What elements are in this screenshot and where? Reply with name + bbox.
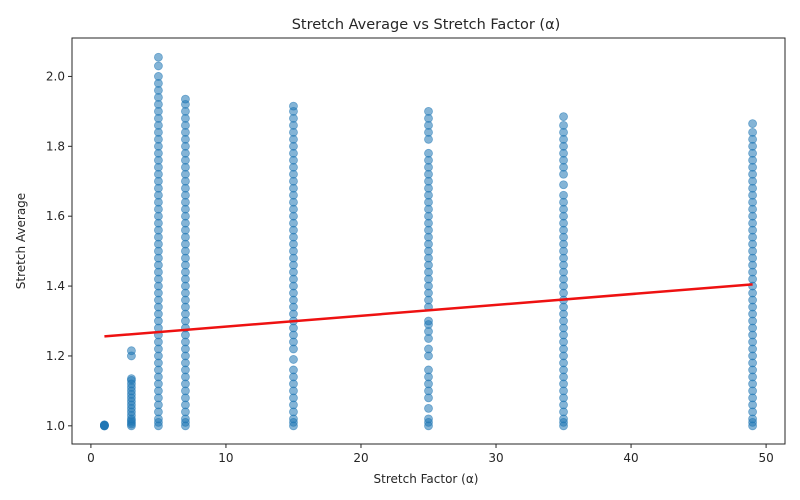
scatter-point	[127, 374, 136, 384]
scatter-point	[127, 346, 136, 356]
scatter-point	[289, 355, 298, 364]
scatter-point	[559, 112, 568, 122]
scatter-point	[424, 344, 433, 354]
scatter-point	[289, 365, 298, 375]
x-tick-label: 50	[758, 451, 773, 465]
scatter-point	[154, 72, 163, 81]
scatter-point	[100, 420, 109, 430]
scatter-point	[424, 316, 433, 326]
scatter-point	[559, 180, 568, 190]
x-axis-title: Stretch Factor (α)	[374, 472, 479, 486]
scatter-point	[424, 403, 433, 413]
y-axis: 1.0 1.2 1.4 1.6 1.8 2.0	[46, 69, 72, 433]
y-axis-title: Stretch Average	[14, 193, 28, 289]
x-tick-label: 40	[623, 451, 638, 465]
x-tick-label: 0	[87, 451, 95, 465]
plot-area-frame	[71, 37, 786, 445]
y-tick-label: 1.8	[46, 139, 65, 153]
scatter-point	[559, 190, 568, 200]
scatter-point	[424, 106, 433, 116]
scatter-point	[559, 120, 568, 130]
trend-line	[104, 283, 753, 338]
x-tick-label: 20	[353, 451, 368, 465]
scatter-point	[154, 52, 163, 62]
scatter-point	[748, 119, 757, 128]
y-tick-label: 1.6	[46, 209, 65, 223]
scatter-point	[424, 414, 433, 424]
scatter-point	[424, 365, 433, 375]
chart-title: Stretch Average vs Stretch Factor (α)	[292, 17, 561, 33]
scatter-point	[289, 101, 298, 111]
trend-line-group	[104, 283, 753, 338]
scatter-point	[424, 148, 433, 158]
x-tick-label: 10	[218, 451, 233, 465]
scatter-point	[181, 94, 190, 104]
data-points	[100, 52, 757, 431]
scatter-point	[154, 61, 163, 71]
y-tick-label: 1.2	[46, 349, 65, 363]
x-axis: 0 10 20 30 40 50	[87, 444, 774, 465]
x-tick-label: 30	[488, 451, 503, 465]
y-tick-label: 1.0	[46, 419, 65, 433]
y-tick-label: 1.4	[46, 279, 65, 293]
y-tick-label: 2.0	[46, 69, 65, 83]
scatter-point	[748, 127, 757, 137]
